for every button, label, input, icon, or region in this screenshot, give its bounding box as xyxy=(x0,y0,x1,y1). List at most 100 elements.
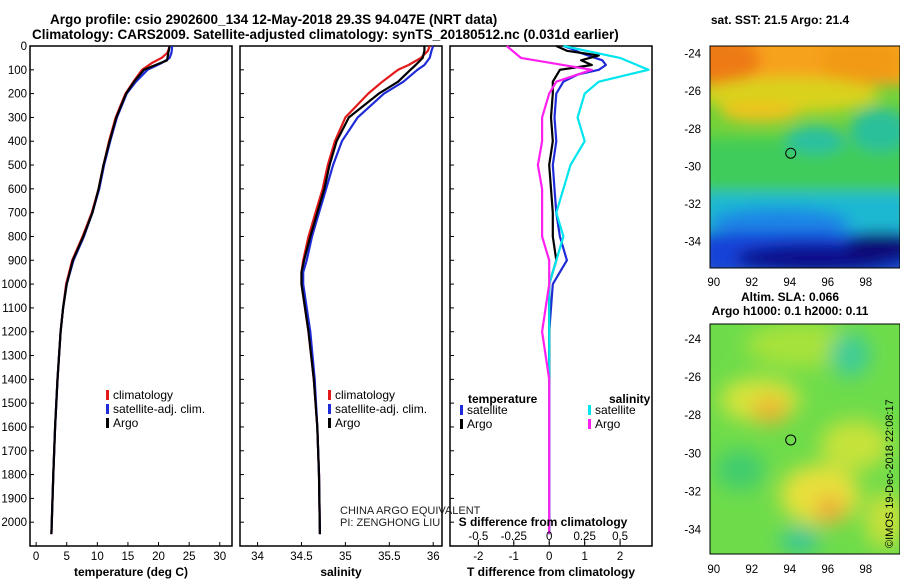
y-tick-label: 600 xyxy=(8,184,27,196)
plot-title-line2: Climatology: CARS2009. Satellite-adjuste… xyxy=(32,27,619,42)
x-tick-label: 35 xyxy=(339,551,352,563)
series-line-argo xyxy=(300,46,426,535)
sla-map-title-line1: Altim. SLA: 0.066 xyxy=(741,290,839,304)
legend-label: climatology xyxy=(113,388,173,402)
y-tick-label: 500 xyxy=(8,160,27,172)
x-tick-top-label: 0.5 xyxy=(612,531,628,543)
map-x-tick-label: 92 xyxy=(745,564,758,576)
x-tick-label: 25 xyxy=(183,551,196,563)
annotation-text: PI: ZENGHONG LIU xyxy=(340,517,440,529)
x-tick-label: 0 xyxy=(33,551,39,563)
x-tick-top-label: 0 xyxy=(546,531,552,543)
y-tick-label: 1500 xyxy=(1,398,27,410)
y-tick-label: 1900 xyxy=(1,493,27,505)
x-tick-label: 1 xyxy=(581,551,587,563)
x-axis-top-label: S difference from climatology xyxy=(459,515,628,529)
legend-title-salinity: salinity xyxy=(609,392,651,406)
legend-label: satellite-adj. clim. xyxy=(113,402,205,416)
x-axis-label: T difference from climatology xyxy=(467,565,635,579)
y-tick-label: 1600 xyxy=(1,422,27,434)
legend-label: Argo xyxy=(467,417,493,431)
map-x-tick-label: 94 xyxy=(783,277,796,289)
map-y-tick-label: -26 xyxy=(684,86,701,98)
salinity-panel xyxy=(239,45,443,547)
map-y-tick-label: -24 xyxy=(684,49,701,61)
y-tick-label: 100 xyxy=(8,65,27,77)
legend-swatch xyxy=(328,418,331,428)
x-tick-label: 35.5 xyxy=(378,551,400,563)
x-tick-label: 10 xyxy=(91,551,104,563)
legend-label: climatology xyxy=(335,388,395,402)
sst-map-image xyxy=(710,46,900,268)
x-tick-label: 15 xyxy=(122,551,135,563)
map-x-tick-label: 90 xyxy=(707,564,720,576)
legend-swatch xyxy=(588,419,591,429)
legend-swatch xyxy=(588,405,591,415)
map-y-tick-label: -34 xyxy=(684,237,701,249)
legend-label: Argo xyxy=(335,416,361,430)
annotation-text: CHINA ARGO EQUIVALENT xyxy=(340,505,481,517)
map-y-tick-label: -34 xyxy=(684,524,701,536)
map-y-tick-label: -28 xyxy=(684,410,701,422)
x-tick-top-label: -0.25 xyxy=(501,531,527,543)
map-x-tick-label: 98 xyxy=(859,277,872,289)
sst-map-frame xyxy=(709,45,900,269)
x-tick-label: 20 xyxy=(152,551,165,563)
plot-title-line1: Argo profile: csio 2902600_134 12-May-20… xyxy=(50,12,498,27)
legend-swatch xyxy=(460,405,463,415)
y-tick-label: 200 xyxy=(8,89,27,101)
legend-swatch xyxy=(328,404,331,414)
x-axis-label: salinity xyxy=(320,565,362,579)
legend-title-temperature: temperature xyxy=(468,392,538,406)
legend-label: satellite-adj. clim. xyxy=(335,402,427,416)
x-tick-label: -2 xyxy=(473,551,483,563)
map-y-tick-label: -30 xyxy=(684,161,701,173)
y-tick-label: 2000 xyxy=(1,517,27,529)
x-tick-label: 30 xyxy=(213,551,226,563)
temperature-panel xyxy=(29,45,233,547)
x-axis-label: temperature (deg C) xyxy=(74,565,188,579)
sla-map-frame xyxy=(709,323,900,555)
map-x-tick-label: 92 xyxy=(745,277,758,289)
x-tick-top-label: -0.5 xyxy=(468,531,488,543)
sla-map-title-line2: Argo h1000: 0.1 h2000: 0.11 xyxy=(712,304,869,318)
y-tick-label: 700 xyxy=(8,208,27,220)
y-tick-label: 1400 xyxy=(1,374,27,386)
x-tick-label: 5 xyxy=(64,551,70,563)
series-line-argo xyxy=(50,45,171,535)
x-tick-label: 34 xyxy=(251,551,264,563)
x-tick-top-label: 0.25 xyxy=(573,531,595,543)
x-tick-label: 2 xyxy=(617,551,623,563)
legend-label: Argo xyxy=(113,416,139,430)
y-tick-label: 400 xyxy=(8,136,27,148)
series-line-satellite-adj-clim- xyxy=(302,45,435,535)
argo-float-marker-sla xyxy=(785,434,797,446)
x-tick-label: -1 xyxy=(509,551,519,563)
x-tick-label: 34.5 xyxy=(290,551,312,563)
y-tick-label: 0 xyxy=(21,41,27,53)
map-x-tick-label: 96 xyxy=(821,277,834,289)
sla-map-image xyxy=(710,324,900,554)
legend-swatch xyxy=(106,390,109,400)
legend-swatch xyxy=(106,404,109,414)
map-y-tick-label: -24 xyxy=(684,334,701,346)
sst-map-title: sat. SST: 21.5 Argo: 21.4 xyxy=(711,13,850,27)
y-tick-label: 1000 xyxy=(1,279,27,291)
map-y-tick-label: -28 xyxy=(684,124,701,136)
y-tick-label: 1100 xyxy=(2,303,27,315)
map-y-tick-label: -32 xyxy=(684,199,701,211)
y-tick-label: 1800 xyxy=(1,470,27,482)
map-y-tick-label: -26 xyxy=(684,372,701,384)
y-tick-label: 800 xyxy=(8,231,27,243)
y-tick-label: 900 xyxy=(8,255,27,267)
map-x-tick-label: 96 xyxy=(821,564,834,576)
legend-label: satellite xyxy=(467,403,508,417)
legend-label: satellite xyxy=(595,403,636,417)
map-y-tick-label: -30 xyxy=(684,448,701,460)
map-x-tick-label: 98 xyxy=(859,564,872,576)
y-tick-label: 1300 xyxy=(1,351,27,363)
series-line-s-argo xyxy=(505,45,593,535)
legend-swatch xyxy=(460,419,463,429)
x-tick-label: 0 xyxy=(546,551,552,563)
